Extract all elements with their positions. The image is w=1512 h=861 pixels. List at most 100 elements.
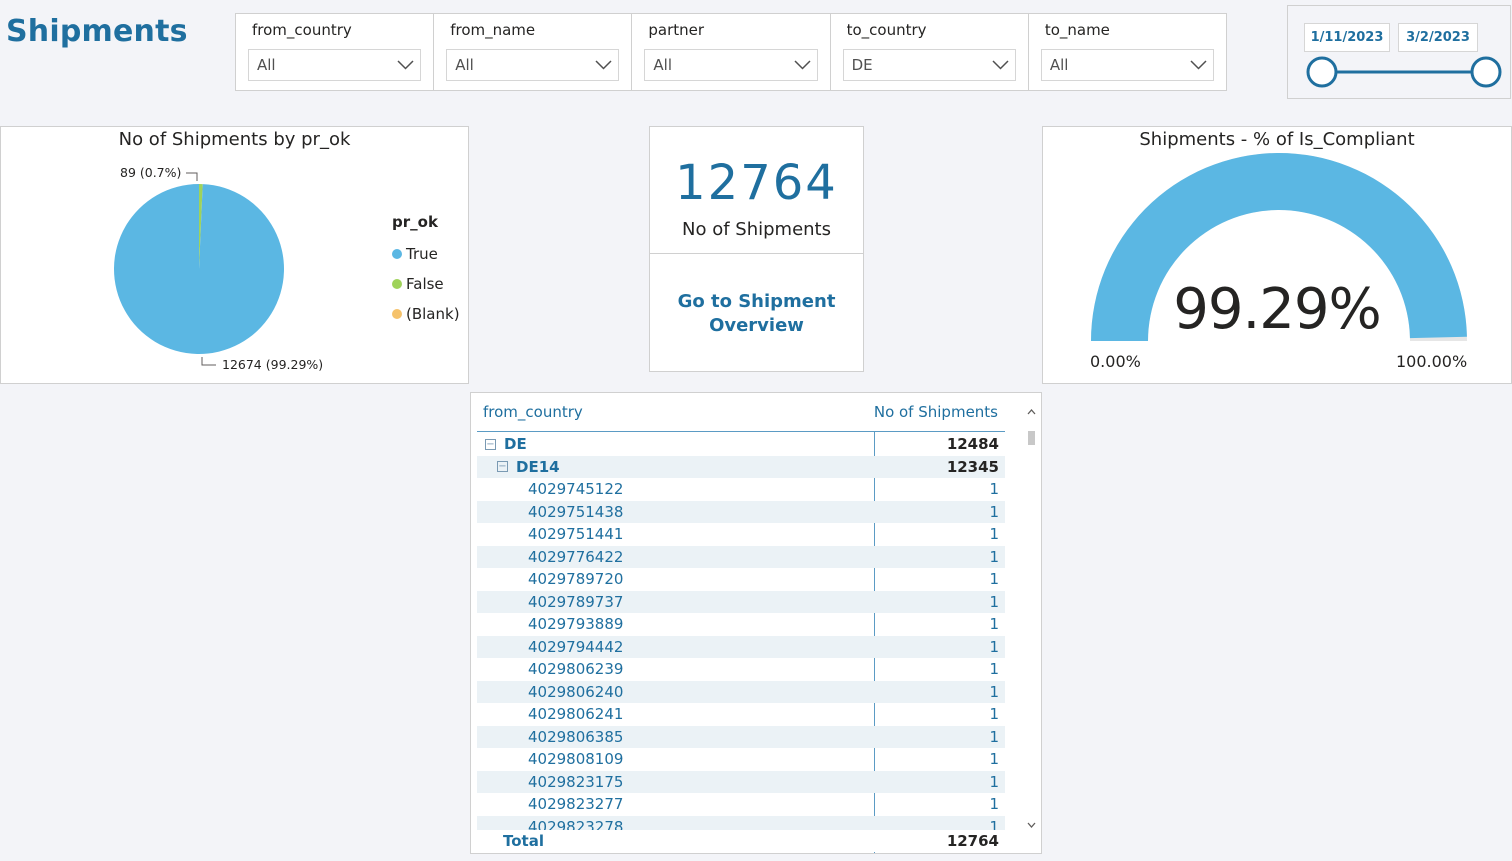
pie-slice-true[interactable]: [114, 184, 285, 354]
button-label-line2: Overview: [709, 315, 804, 336]
pie-chart-card: No of Shipments by pr_ok 89 (0.7%) 12674…: [0, 126, 469, 384]
dropdown-value: DE: [851, 56, 873, 74]
row-label: 4029751438: [528, 502, 624, 521]
dropdown-value: All: [455, 56, 474, 74]
gauge-chart: [1091, 152, 1467, 341]
to-country-dropdown[interactable]: DE: [842, 49, 1016, 81]
legend-dot: [392, 309, 402, 319]
legend-title: pr_ok: [392, 213, 438, 231]
row-label: 4029823278: [528, 817, 624, 830]
table-row[interactable]: 4029806240 1: [477, 680, 1005, 703]
table-row[interactable]: 4029751441 1: [477, 523, 1005, 546]
date-range-slider[interactable]: [1304, 56, 1504, 92]
table-body-viewport: 4029745122 1 4029751438 1 4029751441 1 4029776…: [471, 478, 1011, 830]
legend-item-false[interactable]: False: [392, 269, 460, 299]
row-label: 4029793889: [528, 615, 624, 634]
row-value: 1: [989, 502, 999, 521]
from-name-dropdown[interactable]: All: [446, 49, 620, 81]
table-row[interactable]: 4029806385 1: [477, 725, 1005, 748]
dropdown-value: All: [1049, 56, 1069, 74]
dropdown-value: All: [653, 56, 673, 74]
button-label-line1: Go to Shipment: [677, 291, 836, 312]
table-row[interactable]: 4029776422 1: [477, 545, 1005, 568]
row-value: 12345: [946, 457, 999, 476]
table-row[interactable]: 4029751438 1: [477, 500, 1005, 523]
gauge-card: Shipments - % of Is_Compliant 99.29% 0.0…: [1042, 126, 1512, 384]
table-row[interactable]: 4029823278 1: [477, 815, 1005, 830]
row-label: 4029794442: [528, 637, 624, 656]
table-row[interactable]: 4029808109 1: [477, 748, 1005, 771]
kpi-value: 12764: [675, 155, 838, 211]
start-date-input[interactable]: 1/11/2023: [1304, 23, 1390, 52]
row-value: 1: [989, 570, 999, 589]
scroll-down-icon[interactable]: [1027, 822, 1036, 828]
row-label: 4029789737: [528, 592, 624, 611]
pie-chart-title: No of Shipments by pr_ok: [118, 129, 351, 150]
kpi-card: 12764 No of Shipments: [649, 126, 864, 254]
row-value: 1: [989, 727, 999, 746]
row-label: 4029751441: [528, 525, 624, 544]
gauge-value: 99.29%: [1173, 277, 1382, 342]
table-row[interactable]: 4029806241 1: [477, 703, 1005, 726]
row-value: 12484: [946, 435, 999, 454]
row-value: 1: [989, 480, 999, 499]
from-country-dropdown[interactable]: All: [248, 49, 422, 81]
row-value: 1: [989, 615, 999, 634]
button-label: Go to Shipment Overview: [650, 290, 863, 338]
table-row-group: − DE 12484: [477, 433, 1005, 456]
chevron-down-icon: [595, 60, 612, 70]
row-label: 4029745122: [528, 480, 624, 499]
table-row-subgroup: − DE14 12345: [477, 455, 1005, 478]
start-handle: [1306, 56, 1338, 88]
gauge-title: Shipments - % of Is_Compliant: [1139, 129, 1415, 150]
row-value: 1: [989, 817, 999, 830]
data-label-false: 89 (0.7%): [120, 165, 182, 180]
header-divider: [477, 431, 1005, 432]
total-label: Total: [503, 832, 544, 850]
pie-chart: [114, 172, 285, 366]
slicer-from-name: from_name All: [433, 13, 633, 91]
row-value: 1: [989, 772, 999, 791]
legend-label: False: [406, 275, 444, 293]
table-row[interactable]: 4029806239 1: [477, 658, 1005, 681]
row-label: 4029776422: [528, 547, 624, 566]
legend-item-true[interactable]: True: [392, 239, 460, 269]
table-row[interactable]: 4029789720 1: [477, 568, 1005, 591]
scrollbar-thumb[interactable]: [1028, 431, 1035, 445]
table-row[interactable]: 4029793889 1: [477, 613, 1005, 636]
slicer-label: to_country: [846, 21, 927, 39]
row-value: 1: [989, 547, 999, 566]
pie-slice-false[interactable]: [199, 184, 203, 269]
scroll-up-icon[interactable]: [1027, 409, 1036, 415]
table-row[interactable]: 4029823175 1: [477, 770, 1005, 793]
column-header-no-of-shipments[interactable]: No of Shipments: [873, 403, 998, 421]
collapse-icon[interactable]: −: [497, 461, 508, 473]
collapse-icon[interactable]: −: [485, 438, 496, 450]
slicer-label: from_name: [450, 21, 536, 39]
slicer-partner: partner All: [631, 13, 831, 91]
total-value: 12764: [946, 832, 999, 850]
column-header-from-country[interactable]: from_country: [483, 403, 583, 421]
legend-label: True: [406, 245, 438, 263]
gauge-value-arc: [1091, 152, 1467, 341]
row-label: 4029806241: [528, 705, 624, 724]
legend-item-blank[interactable]: (Blank): [392, 299, 460, 329]
dropdown-value: All: [257, 56, 276, 74]
end-date-input[interactable]: 3/2/2023: [1398, 23, 1478, 52]
row-label: 4029789720: [528, 570, 624, 589]
table-row[interactable]: 4029745122 1: [477, 478, 1005, 501]
table-row[interactable]: 4029789737 1: [477, 590, 1005, 613]
row-label: DE14: [516, 457, 560, 476]
go-to-shipment-overview-button[interactable]: Go to Shipment Overview: [649, 253, 864, 372]
table-row[interactable]: 4029823277 1: [477, 793, 1005, 816]
partner-dropdown[interactable]: All: [644, 49, 818, 81]
row-value: 1: [989, 525, 999, 544]
table-scrollbar[interactable]: [1024, 403, 1040, 833]
to-name-dropdown[interactable]: All: [1040, 49, 1215, 81]
slicer-from-country: from_country All: [235, 13, 435, 91]
slicer-to-name: to_name All: [1027, 13, 1228, 91]
table-row[interactable]: 4029794442 1: [477, 635, 1005, 658]
row-value: 1: [989, 795, 999, 814]
row-value: 1: [989, 682, 999, 701]
row-value: 1: [989, 592, 999, 611]
